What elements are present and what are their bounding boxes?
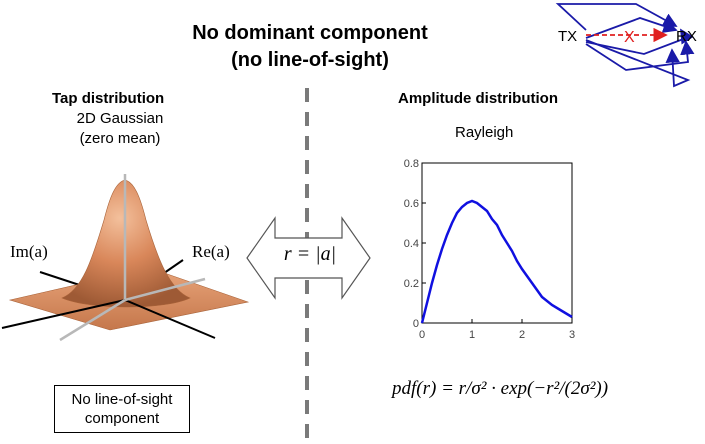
no-los-note: No line-of-sight component bbox=[54, 385, 190, 433]
im-axis-front bbox=[1, 299, 126, 329]
multipath-ray bbox=[585, 28, 694, 55]
x-tick-label: 0 bbox=[419, 329, 425, 341]
x-tick-label: 1 bbox=[469, 329, 475, 341]
no-los-note-line2: component bbox=[84, 410, 160, 427]
plot-frame bbox=[421, 162, 573, 324]
gaussian-surface-plot bbox=[1, 174, 250, 342]
rayleigh-label: Rayleigh bbox=[455, 124, 514, 141]
rx-label: RX bbox=[676, 28, 697, 45]
no-los-note-line1: No line-of-sight bbox=[71, 391, 173, 408]
grey-axis-a bbox=[124, 277, 206, 302]
re-axis-front bbox=[124, 299, 216, 339]
rayleigh-series-line bbox=[420, 199, 573, 324]
blocked-marker: X bbox=[624, 29, 635, 46]
relation-formula: r = |a| bbox=[283, 243, 337, 265]
y-tick-label: 0.2 bbox=[404, 278, 419, 290]
im-axis-label: Im(a) bbox=[10, 242, 48, 261]
y-tick-label: 0.8 bbox=[404, 158, 419, 170]
relation-arrow bbox=[246, 216, 371, 300]
page-title: No dominant component bbox=[192, 22, 428, 44]
zero-mean-label: (zero mean) bbox=[79, 130, 161, 147]
multipath-diagram: TX RX X bbox=[555, 3, 697, 88]
tx-label: TX bbox=[558, 28, 577, 45]
y-tick-label: 0.4 bbox=[404, 238, 419, 250]
x-tick-label: 3 bbox=[569, 329, 575, 341]
multipath-ray bbox=[585, 39, 691, 88]
x-tick-label: 2 bbox=[519, 329, 525, 341]
tap-distribution-heading: Tap distribution bbox=[52, 90, 165, 107]
gaussian-label: 2D Gaussian bbox=[76, 110, 164, 127]
multipath-ray bbox=[585, 17, 678, 39]
y-tick-label: 0 bbox=[413, 318, 419, 330]
re-axis-label: Re(a) bbox=[192, 242, 230, 261]
multipath-ray bbox=[555, 3, 678, 31]
grey-axis-b bbox=[59, 298, 126, 342]
page-subtitle: (no line-of-sight) bbox=[231, 49, 389, 71]
y-tick-label: 0.6 bbox=[404, 198, 419, 210]
multipath-ray bbox=[585, 40, 695, 71]
amplitude-distribution-heading: Amplitude distribution bbox=[398, 90, 558, 107]
rayleigh-chart: 0 1 2 3 0 0.2 0.4 0.6 0.8 bbox=[404, 158, 575, 341]
pdf-formula: pdf(r) = r/σ² · exp(−r²/(2σ²)) bbox=[392, 378, 609, 399]
